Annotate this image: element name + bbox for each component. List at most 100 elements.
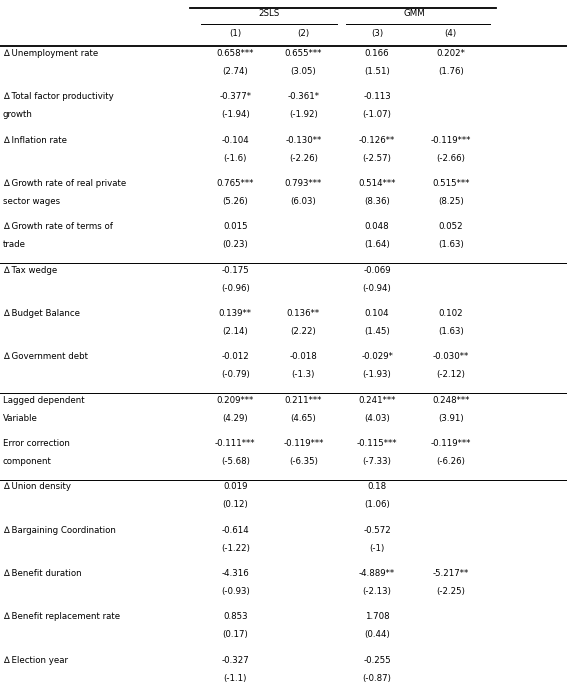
Text: -5.217**: -5.217** xyxy=(433,569,469,578)
Text: (1.64): (1.64) xyxy=(364,240,390,250)
Text: (-1.6): (-1.6) xyxy=(223,154,247,163)
Text: ∆ Election year: ∆ Election year xyxy=(3,656,68,665)
Text: 0.052: 0.052 xyxy=(438,222,463,231)
Text: -0.018: -0.018 xyxy=(290,352,317,361)
Text: (-0.87): (-0.87) xyxy=(363,674,391,683)
Text: (1.51): (1.51) xyxy=(364,67,390,76)
Text: 0.765***: 0.765*** xyxy=(217,179,254,188)
Text: (0.12): (0.12) xyxy=(222,500,248,510)
Text: 0.211***: 0.211*** xyxy=(285,396,322,405)
Text: -0.130**: -0.130** xyxy=(285,136,321,145)
Text: (-2.12): (-2.12) xyxy=(437,370,465,380)
Text: (-0.93): (-0.93) xyxy=(221,587,249,596)
Text: (-1.07): (-1.07) xyxy=(363,110,391,120)
Text: -0.119***: -0.119*** xyxy=(283,439,324,448)
Text: ∆ Inflation rate: ∆ Inflation rate xyxy=(3,136,67,145)
Text: 0.019: 0.019 xyxy=(223,482,248,491)
Text: -0.327: -0.327 xyxy=(222,656,249,665)
Text: Lagged dependent: Lagged dependent xyxy=(3,396,84,405)
Text: (-1): (-1) xyxy=(370,544,384,553)
Text: (2): (2) xyxy=(297,29,310,38)
Text: ∆ Budget Balance: ∆ Budget Balance xyxy=(3,309,80,318)
Text: ∆ Bargaining Coordination: ∆ Bargaining Coordination xyxy=(3,526,116,535)
Text: ∆ Tax wedge: ∆ Tax wedge xyxy=(3,266,57,275)
Text: 2SLS: 2SLS xyxy=(259,9,280,18)
Text: (-2.26): (-2.26) xyxy=(289,154,318,163)
Text: (-2.57): (-2.57) xyxy=(363,154,391,163)
Text: 0.793***: 0.793*** xyxy=(285,179,322,188)
Text: (-6.26): (-6.26) xyxy=(437,457,465,466)
Text: -0.377*: -0.377* xyxy=(219,92,251,101)
Text: (-0.79): (-0.79) xyxy=(221,370,249,380)
Text: (4.65): (4.65) xyxy=(290,414,316,423)
Text: 0.166: 0.166 xyxy=(365,49,390,58)
Text: (-5.68): (-5.68) xyxy=(221,457,249,466)
Text: 1.708: 1.708 xyxy=(365,612,390,621)
Text: -0.119***: -0.119*** xyxy=(430,136,471,145)
Text: 0.18: 0.18 xyxy=(367,482,387,491)
Text: -0.572: -0.572 xyxy=(363,526,391,535)
Text: (4.03): (4.03) xyxy=(364,414,390,423)
Text: -0.126**: -0.126** xyxy=(359,136,395,145)
Text: -0.104: -0.104 xyxy=(222,136,249,145)
Text: (1): (1) xyxy=(229,29,242,38)
Text: 0.515***: 0.515*** xyxy=(432,179,469,188)
Text: 0.209***: 0.209*** xyxy=(217,396,254,405)
Text: GMM: GMM xyxy=(403,9,425,18)
Text: (6.03): (6.03) xyxy=(290,197,316,206)
Text: (-7.33): (-7.33) xyxy=(363,457,391,466)
Text: 0.102: 0.102 xyxy=(438,309,463,318)
Text: (1.06): (1.06) xyxy=(364,500,390,510)
Text: 0.202*: 0.202* xyxy=(437,49,465,58)
Text: (5.26): (5.26) xyxy=(222,197,248,206)
Text: 0.241***: 0.241*** xyxy=(358,396,396,405)
Text: -0.012: -0.012 xyxy=(222,352,249,361)
Text: sector wages: sector wages xyxy=(3,197,60,206)
Text: -0.069: -0.069 xyxy=(363,266,391,275)
Text: (0.17): (0.17) xyxy=(222,630,248,640)
Text: -0.029*: -0.029* xyxy=(361,352,393,361)
Text: ∆ Benefit duration: ∆ Benefit duration xyxy=(3,569,82,578)
Text: (1.45): (1.45) xyxy=(364,327,390,336)
Text: -4.889**: -4.889** xyxy=(359,569,395,578)
Text: (-2.25): (-2.25) xyxy=(437,587,465,596)
Text: (4): (4) xyxy=(445,29,457,38)
Text: 0.655***: 0.655*** xyxy=(285,49,322,58)
Text: -0.255: -0.255 xyxy=(363,656,391,665)
Text: (4.29): (4.29) xyxy=(222,414,248,423)
Text: -0.115***: -0.115*** xyxy=(357,439,397,448)
Text: (1.76): (1.76) xyxy=(438,67,464,76)
Text: (-6.35): (-6.35) xyxy=(289,457,318,466)
Text: (-2.13): (-2.13) xyxy=(363,587,391,596)
Text: ∆ Growth rate of real private: ∆ Growth rate of real private xyxy=(3,179,126,188)
Text: 0.015: 0.015 xyxy=(223,222,248,231)
Text: component: component xyxy=(3,457,52,466)
Text: 0.136**: 0.136** xyxy=(287,309,320,318)
Text: trade: trade xyxy=(3,240,26,250)
Text: ∆ Benefit replacement rate: ∆ Benefit replacement rate xyxy=(3,612,120,621)
Text: -0.175: -0.175 xyxy=(222,266,249,275)
Text: (-1.3): (-1.3) xyxy=(291,370,315,380)
Text: -0.113: -0.113 xyxy=(363,92,391,101)
Text: (2.74): (2.74) xyxy=(222,67,248,76)
Text: (-1.22): (-1.22) xyxy=(221,544,249,553)
Text: (-1.94): (-1.94) xyxy=(221,110,249,120)
Text: 0.658***: 0.658*** xyxy=(217,49,254,58)
Text: (0.44): (0.44) xyxy=(364,630,390,640)
Text: ∆ Government debt: ∆ Government debt xyxy=(3,352,88,361)
Text: (3.05): (3.05) xyxy=(290,67,316,76)
Text: 0.048: 0.048 xyxy=(365,222,390,231)
Text: -0.111***: -0.111*** xyxy=(215,439,256,448)
Text: (-1.93): (-1.93) xyxy=(363,370,391,380)
Text: Variable: Variable xyxy=(3,414,38,423)
Text: (-0.94): (-0.94) xyxy=(363,284,391,293)
Text: (2.22): (2.22) xyxy=(290,327,316,336)
Text: 0.853: 0.853 xyxy=(223,612,248,621)
Text: (2.14): (2.14) xyxy=(222,327,248,336)
Text: (-1.1): (-1.1) xyxy=(223,674,247,683)
Text: (1.63): (1.63) xyxy=(438,327,464,336)
Text: (-2.66): (-2.66) xyxy=(437,154,465,163)
Text: growth: growth xyxy=(3,110,33,120)
Text: 0.514***: 0.514*** xyxy=(358,179,396,188)
Text: -0.119***: -0.119*** xyxy=(430,439,471,448)
